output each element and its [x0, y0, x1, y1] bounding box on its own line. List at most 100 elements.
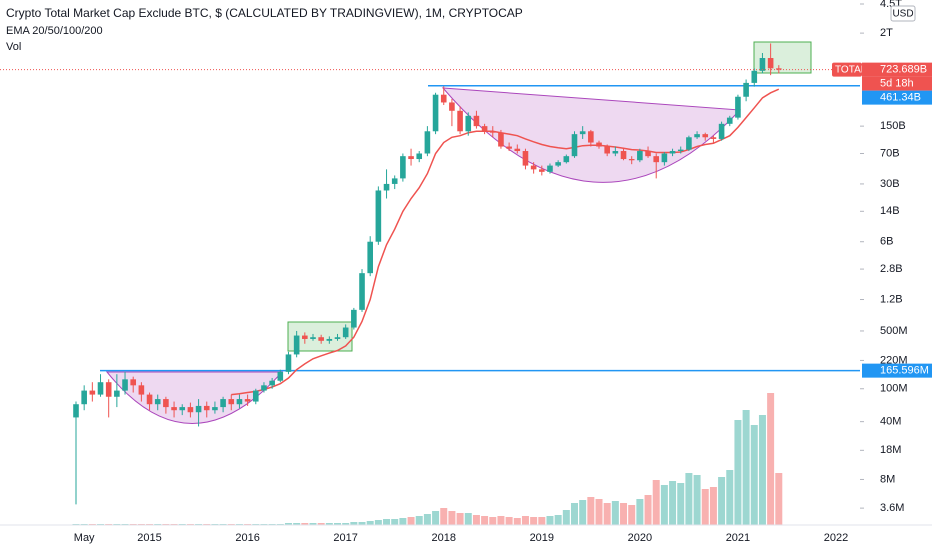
symbol-label: TOTAL2 [835, 64, 872, 75]
candle-body [383, 183, 390, 191]
candle-body [465, 115, 472, 132]
candle-body [579, 131, 586, 135]
y-tick-label: 14B [880, 205, 900, 217]
candle-body [220, 399, 226, 408]
candle-body [310, 337, 316, 339]
volume-bar [636, 499, 644, 525]
candle-body [81, 390, 87, 405]
candle-body [424, 131, 431, 154]
level-label: 165.596M [880, 365, 929, 377]
volume-bar [448, 511, 456, 525]
candle-body [530, 165, 537, 170]
volume-bar [334, 523, 342, 525]
candle-body [710, 137, 717, 139]
candle-body [718, 123, 725, 139]
volume-bar [497, 516, 505, 525]
volume-bar [456, 513, 464, 525]
candle-body [408, 156, 414, 160]
volume-bar [309, 523, 317, 525]
currency: USD [892, 9, 913, 20]
y-tick-label: 2.8B [880, 263, 903, 275]
volume-bar [718, 477, 726, 525]
candle-body [277, 371, 284, 381]
y-tick-label: 100M [880, 383, 908, 395]
candle-body [367, 241, 373, 274]
volume-bar [423, 514, 431, 525]
candle-body [563, 156, 570, 163]
volume-bar [505, 517, 513, 525]
candle-body [171, 407, 177, 411]
candle-body [187, 407, 194, 413]
candle-body [400, 156, 406, 179]
price-label: 723.689B [880, 64, 927, 76]
candle-body [432, 94, 439, 132]
volume-bar [562, 510, 570, 525]
candle-body [293, 335, 300, 355]
volume-bar [620, 503, 628, 525]
volume-bar [415, 516, 423, 525]
candle-body [612, 151, 619, 154]
volume-bar [481, 516, 489, 525]
volume-bar [726, 470, 734, 525]
volume-bar [440, 508, 448, 525]
candle-body [620, 151, 627, 160]
candle-body [138, 385, 145, 395]
candle-body [302, 335, 308, 339]
y-tick-label: 500M [880, 325, 908, 337]
candle-body [645, 151, 651, 157]
volume-bar [472, 515, 480, 525]
candle-body [179, 407, 186, 411]
volume-bar [775, 473, 783, 525]
candle-body [506, 146, 512, 149]
candle-body [89, 390, 96, 395]
volume-bar [464, 513, 472, 525]
volume-bar [611, 501, 619, 525]
candle-body [212, 407, 218, 411]
symbol-box [832, 62, 862, 77]
candle-body [285, 354, 292, 372]
volume-bar [293, 523, 301, 525]
x-tick-label: 2017 [333, 532, 357, 544]
y-tick-label: 40M [880, 416, 901, 428]
y-tick-label: 8M [880, 473, 895, 485]
volume-bar [554, 515, 562, 525]
y-tick-label: 18M [880, 444, 901, 456]
volume-bar [284, 523, 292, 525]
y-tick-label: 1.2B [880, 293, 903, 305]
y-tick-label: 3.6M [880, 502, 904, 514]
indicator-label: EMA 20/50/100/200 [6, 25, 103, 37]
y-tick-label: 4.5T [880, 0, 902, 10]
volume-bar [432, 511, 440, 525]
candle-body [743, 82, 749, 97]
candle-body [449, 102, 455, 111]
candle-body [759, 58, 766, 71]
volume-bar [530, 517, 538, 525]
candle-body [228, 399, 235, 405]
candle-body [473, 115, 480, 127]
candle-body [97, 382, 104, 395]
candle-body [751, 70, 758, 83]
candle-body [694, 134, 700, 138]
candle-body [269, 380, 275, 386]
chart-title: Crypto Total Market Cap Exclude BTC, $ (… [6, 6, 523, 20]
y-tick-label: 70B [880, 147, 900, 159]
candle-body [236, 399, 243, 405]
x-tick-label: 2018 [431, 532, 455, 544]
volume-bar [317, 523, 325, 525]
level-label: 461.34B [880, 92, 921, 104]
candle-body [326, 338, 333, 341]
candle-body [686, 137, 692, 150]
y-tick-label: 2T [880, 27, 893, 39]
candle-body [514, 148, 521, 152]
volume-bar [521, 516, 529, 525]
candle-body [163, 399, 169, 408]
candle-body [130, 379, 137, 386]
volume-bar [734, 420, 742, 525]
candle-body [73, 404, 79, 418]
candle-body [522, 151, 529, 166]
x-tick-label: 2019 [530, 532, 554, 544]
volume-bar [399, 518, 407, 525]
candle-body [571, 134, 578, 157]
countdown-box [862, 76, 932, 91]
